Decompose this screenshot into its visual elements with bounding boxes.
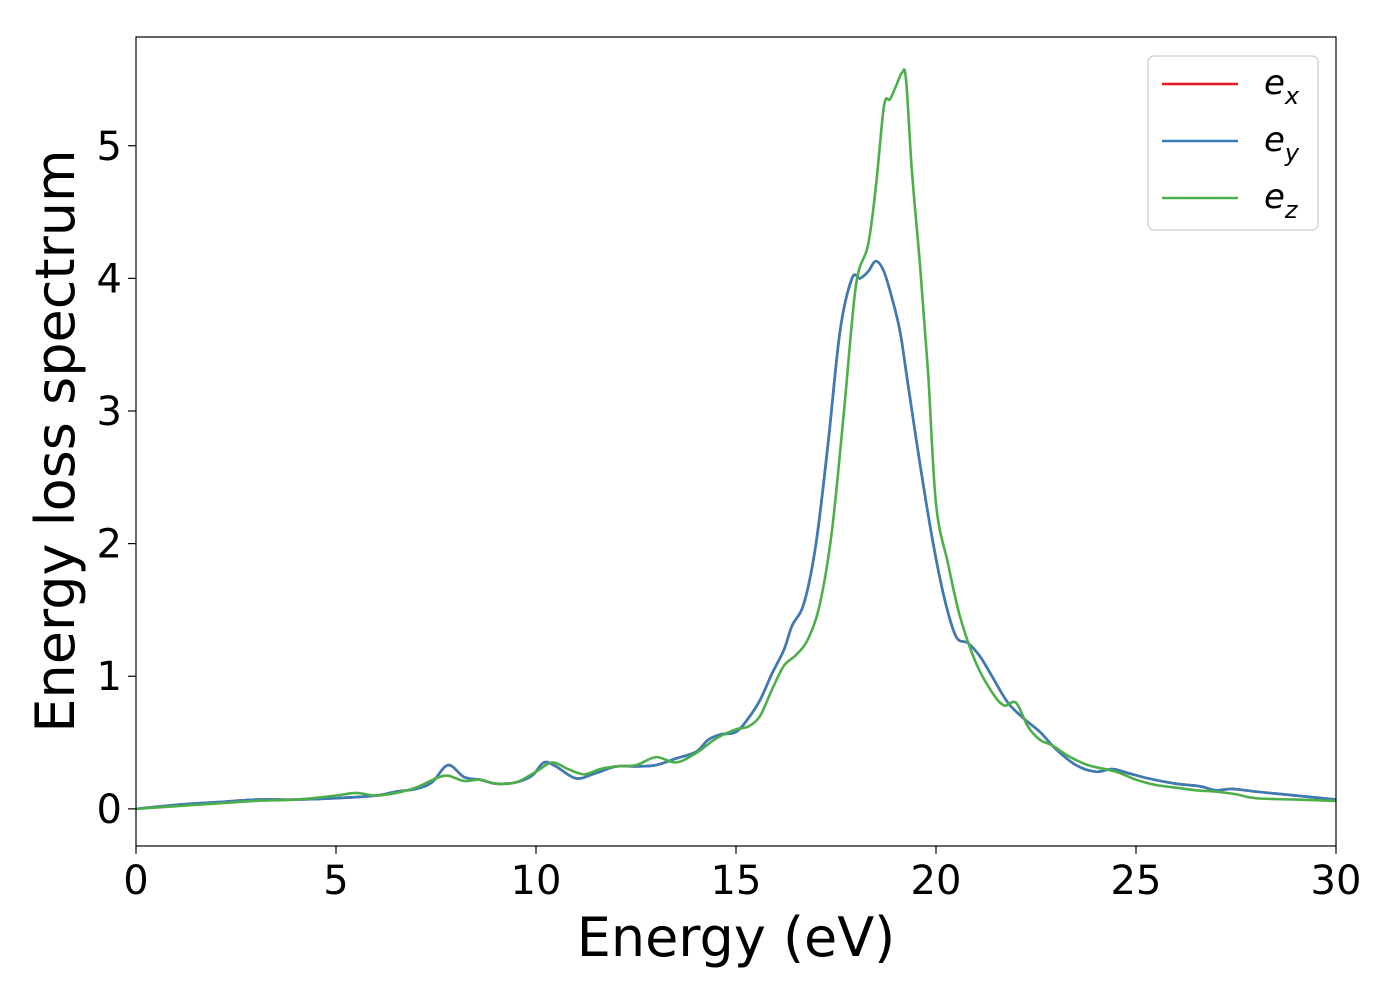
x-axis-label: Energy (eV): [577, 906, 896, 969]
y-tick-label: 1: [97, 654, 122, 700]
legend: ex ey ez: [1147, 55, 1319, 231]
legend-label-e_z: ez: [1264, 177, 1299, 224]
x-tick-label: 0: [123, 858, 148, 904]
y-tick-label: 3: [97, 389, 122, 435]
x-tick-label: 30: [1311, 858, 1362, 904]
y-tick-label: 4: [97, 256, 122, 302]
series-line-e_y: [136, 259, 1336, 811]
plot-area: [136, 37, 1336, 846]
legend-label-e_x: ex: [1264, 63, 1300, 110]
y-tick-label: 0: [97, 787, 122, 833]
series-line-e_z: [136, 68, 1336, 811]
y-axis-label: Energy loss spectrum: [24, 149, 87, 732]
x-tick-label: 5: [323, 858, 348, 904]
x-tick-label: 25: [1111, 858, 1162, 904]
x-tick-label: 10: [511, 858, 562, 904]
series-layer: [136, 68, 1336, 811]
x-tick-label: 20: [911, 858, 962, 904]
x-axis-ticks: 0 5 10 15 20 25 30: [123, 846, 1361, 904]
y-tick-label: 5: [97, 124, 122, 170]
y-tick-label: 2: [97, 522, 122, 568]
legend-label-e_y: ey: [1264, 120, 1300, 167]
x-tick-label: 15: [711, 858, 762, 904]
legend-box: [1147, 55, 1319, 231]
y-axis-ticks: 0 1 2 3 4 5: [97, 124, 136, 833]
